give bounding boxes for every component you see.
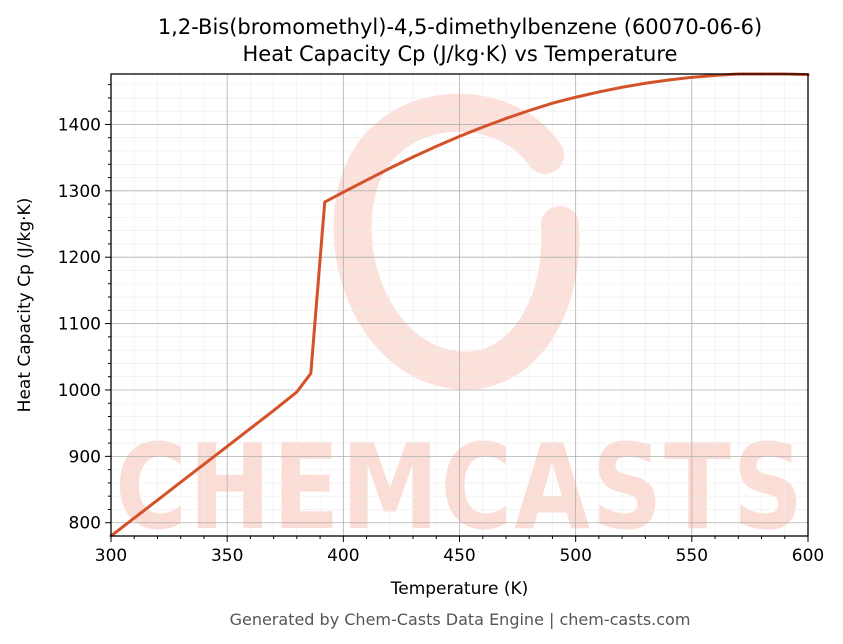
x-axis-label: Temperature (K)	[390, 579, 529, 599]
y-tick-label: 1100	[58, 315, 101, 335]
y-tick-label: 1300	[58, 182, 101, 202]
y-axis-ticks: 800 900 1000 1100 1200 1300 1400	[58, 84, 111, 534]
y-tick-label: 1000	[58, 381, 101, 401]
x-tick-label: 400	[327, 546, 359, 566]
x-tick-label: 350	[211, 546, 243, 566]
x-tick-label: 300	[95, 546, 127, 566]
y-axis-label: Heat Capacity Cp (J/kg·K)	[15, 198, 35, 413]
major-grid	[110, 74, 809, 536]
watermark: CHEMCASTS	[115, 93, 805, 556]
footer-credit: Generated by Chem-Casts Data Engine | ch…	[230, 610, 691, 629]
watermark-logo-arc	[333, 93, 580, 390]
x-tick-label: 450	[443, 546, 475, 566]
y-tick-label: 800	[69, 514, 101, 534]
chart-title-line-1: 1,2-Bis(bromomethyl)-4,5-dimethylbenzene…	[158, 15, 762, 39]
y-tick-label: 1200	[58, 248, 101, 268]
series-line-0	[109, 72, 810, 538]
x-tick-label: 600	[792, 546, 824, 566]
x-axis-ticks: 300 350 400 450 500 550 600	[95, 536, 824, 566]
plot-lines	[109, 72, 810, 538]
chart-title-line-2: Heat Capacity Cp (J/kg·K) vs Temperature	[243, 42, 678, 66]
y-tick-label: 900	[69, 447, 101, 467]
x-tick-label: 500	[559, 546, 591, 566]
x-tick-label: 550	[676, 546, 708, 566]
y-tick-label: 1400	[58, 115, 101, 135]
watermark-text: CHEMCASTS	[115, 418, 805, 556]
